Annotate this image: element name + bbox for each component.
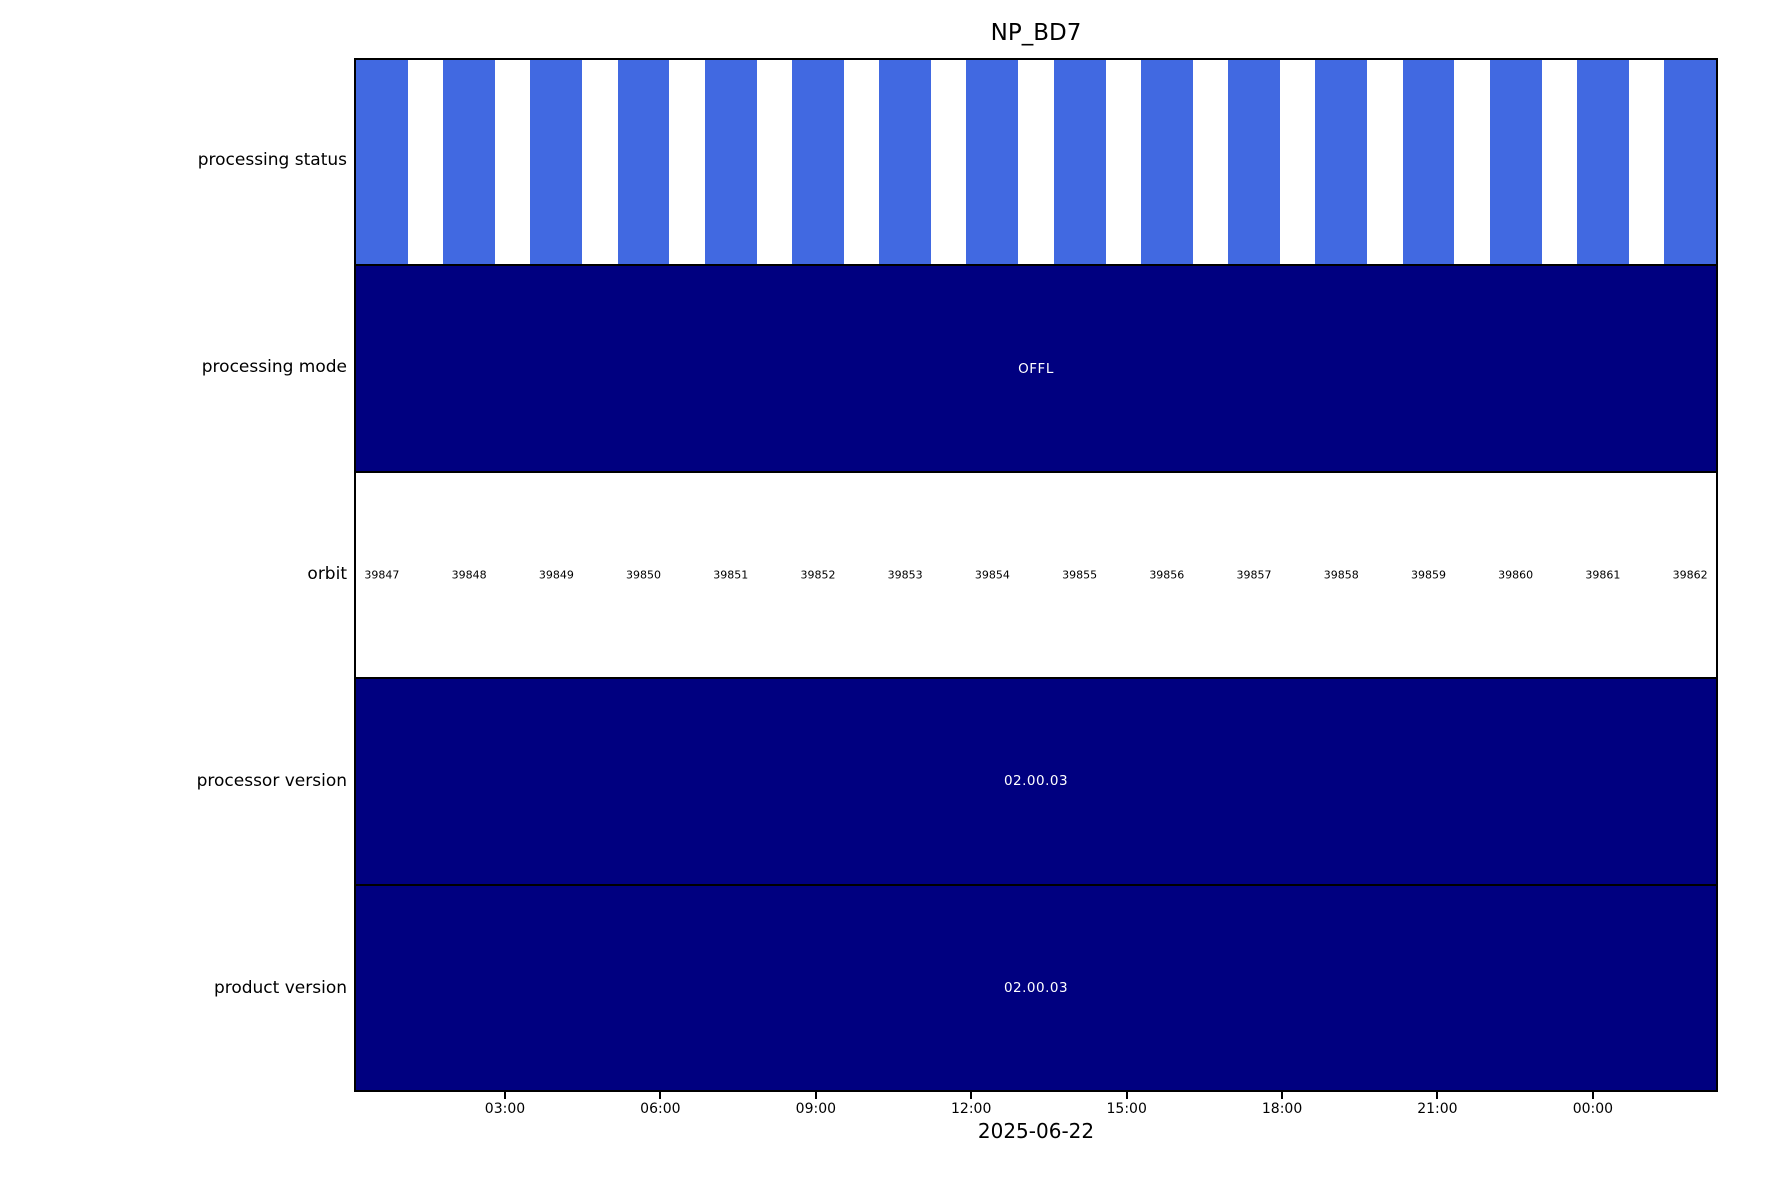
x-tick-mark [814, 1092, 817, 1099]
x-tick-label: 21:00 [1417, 1101, 1458, 1117]
processing-status-bar [617, 60, 670, 265]
processing-mode-value: OFFL [1018, 360, 1054, 377]
x-tick-label: 15:00 [1106, 1101, 1147, 1117]
processing-status-bar [1140, 60, 1193, 265]
orbit-number: 39851 [713, 568, 749, 582]
row-processing-mode: OFFL [356, 264, 1716, 471]
row-orbit: 39847 39848 39849 39850 39851 39852 39853 39854… [356, 470, 1716, 677]
orbit-number: 39855 [1062, 568, 1098, 582]
row-label-processing-mode: processing mode [201, 357, 347, 377]
x-tick-mark [1281, 1092, 1284, 1099]
x-tick-mark [659, 1092, 662, 1099]
processing-status-bar [792, 60, 844, 265]
x-tick-mark [1436, 1092, 1439, 1099]
orbit-number: 39859 [1410, 568, 1446, 582]
product-version-value: 02.00.03 [1003, 979, 1069, 996]
processing-status-bar [704, 60, 757, 265]
x-tick-label: 18:00 [1261, 1101, 1303, 1117]
orbit-number: 39853 [887, 568, 923, 582]
orbit-number: 39862 [1672, 568, 1708, 582]
processing-status-bar [879, 60, 932, 265]
orbit-number: 39850 [626, 568, 662, 582]
processing-status-bar [443, 60, 496, 265]
row-label-product-version: product version [213, 978, 347, 998]
x-tick-label: 03:00 [484, 1101, 526, 1117]
orbit-number: 39854 [974, 568, 1010, 582]
processing-status-bar [1315, 60, 1368, 265]
processing-status-bar [1664, 60, 1716, 265]
x-tick-label: 12:00 [951, 1101, 992, 1117]
processor-version-value: 02.00.03 [1003, 773, 1069, 790]
x-tick-mark [1591, 1092, 1594, 1099]
orbit-number: 39847 [364, 568, 400, 582]
orbit-number: 39848 [451, 568, 487, 582]
x-tick-label: 09:00 [795, 1101, 837, 1117]
processing-status-bar [530, 60, 583, 265]
row-processor-version: 02.00.03 [356, 677, 1716, 884]
orbit-number: 39860 [1498, 568, 1534, 582]
orbit-number: 39849 [538, 568, 574, 582]
row-label-orbit: orbit [307, 564, 347, 584]
x-axis-date-label: 2025-06-22 [977, 1119, 1095, 1143]
plot-area: OFFL 39847 39848 39849 39850 39851 39852 39853… [354, 58, 1718, 1092]
chart-title: NP_BD7 [990, 20, 1082, 46]
x-tick-mark [1125, 1092, 1128, 1099]
orbit-number: 39861 [1585, 568, 1621, 582]
row-product-version: 02.00.03 [356, 883, 1716, 1091]
x-tick-label: 00:00 [1572, 1101, 1614, 1117]
processing-status-bar [1228, 60, 1280, 265]
x-tick-mark [970, 1092, 973, 1099]
row-processing-status [356, 60, 1716, 265]
orbit-number: 39857 [1236, 568, 1272, 582]
orbit-number: 39852 [800, 568, 836, 582]
processing-status-bar [356, 60, 408, 265]
processing-status-bar [1576, 60, 1629, 265]
processing-status-bar [1053, 60, 1106, 265]
processing-status-bar [1489, 60, 1542, 265]
row-label-processor-version: processor version [196, 771, 347, 791]
orbit-number: 39858 [1323, 568, 1359, 582]
processing-status-bar [966, 60, 1019, 265]
orbit-number: 39856 [1149, 568, 1185, 582]
processing-status-bar [1402, 60, 1455, 265]
x-tick-label: 06:00 [640, 1101, 681, 1117]
row-label-processing-status: processing status [197, 150, 347, 170]
x-tick-mark [503, 1092, 506, 1099]
